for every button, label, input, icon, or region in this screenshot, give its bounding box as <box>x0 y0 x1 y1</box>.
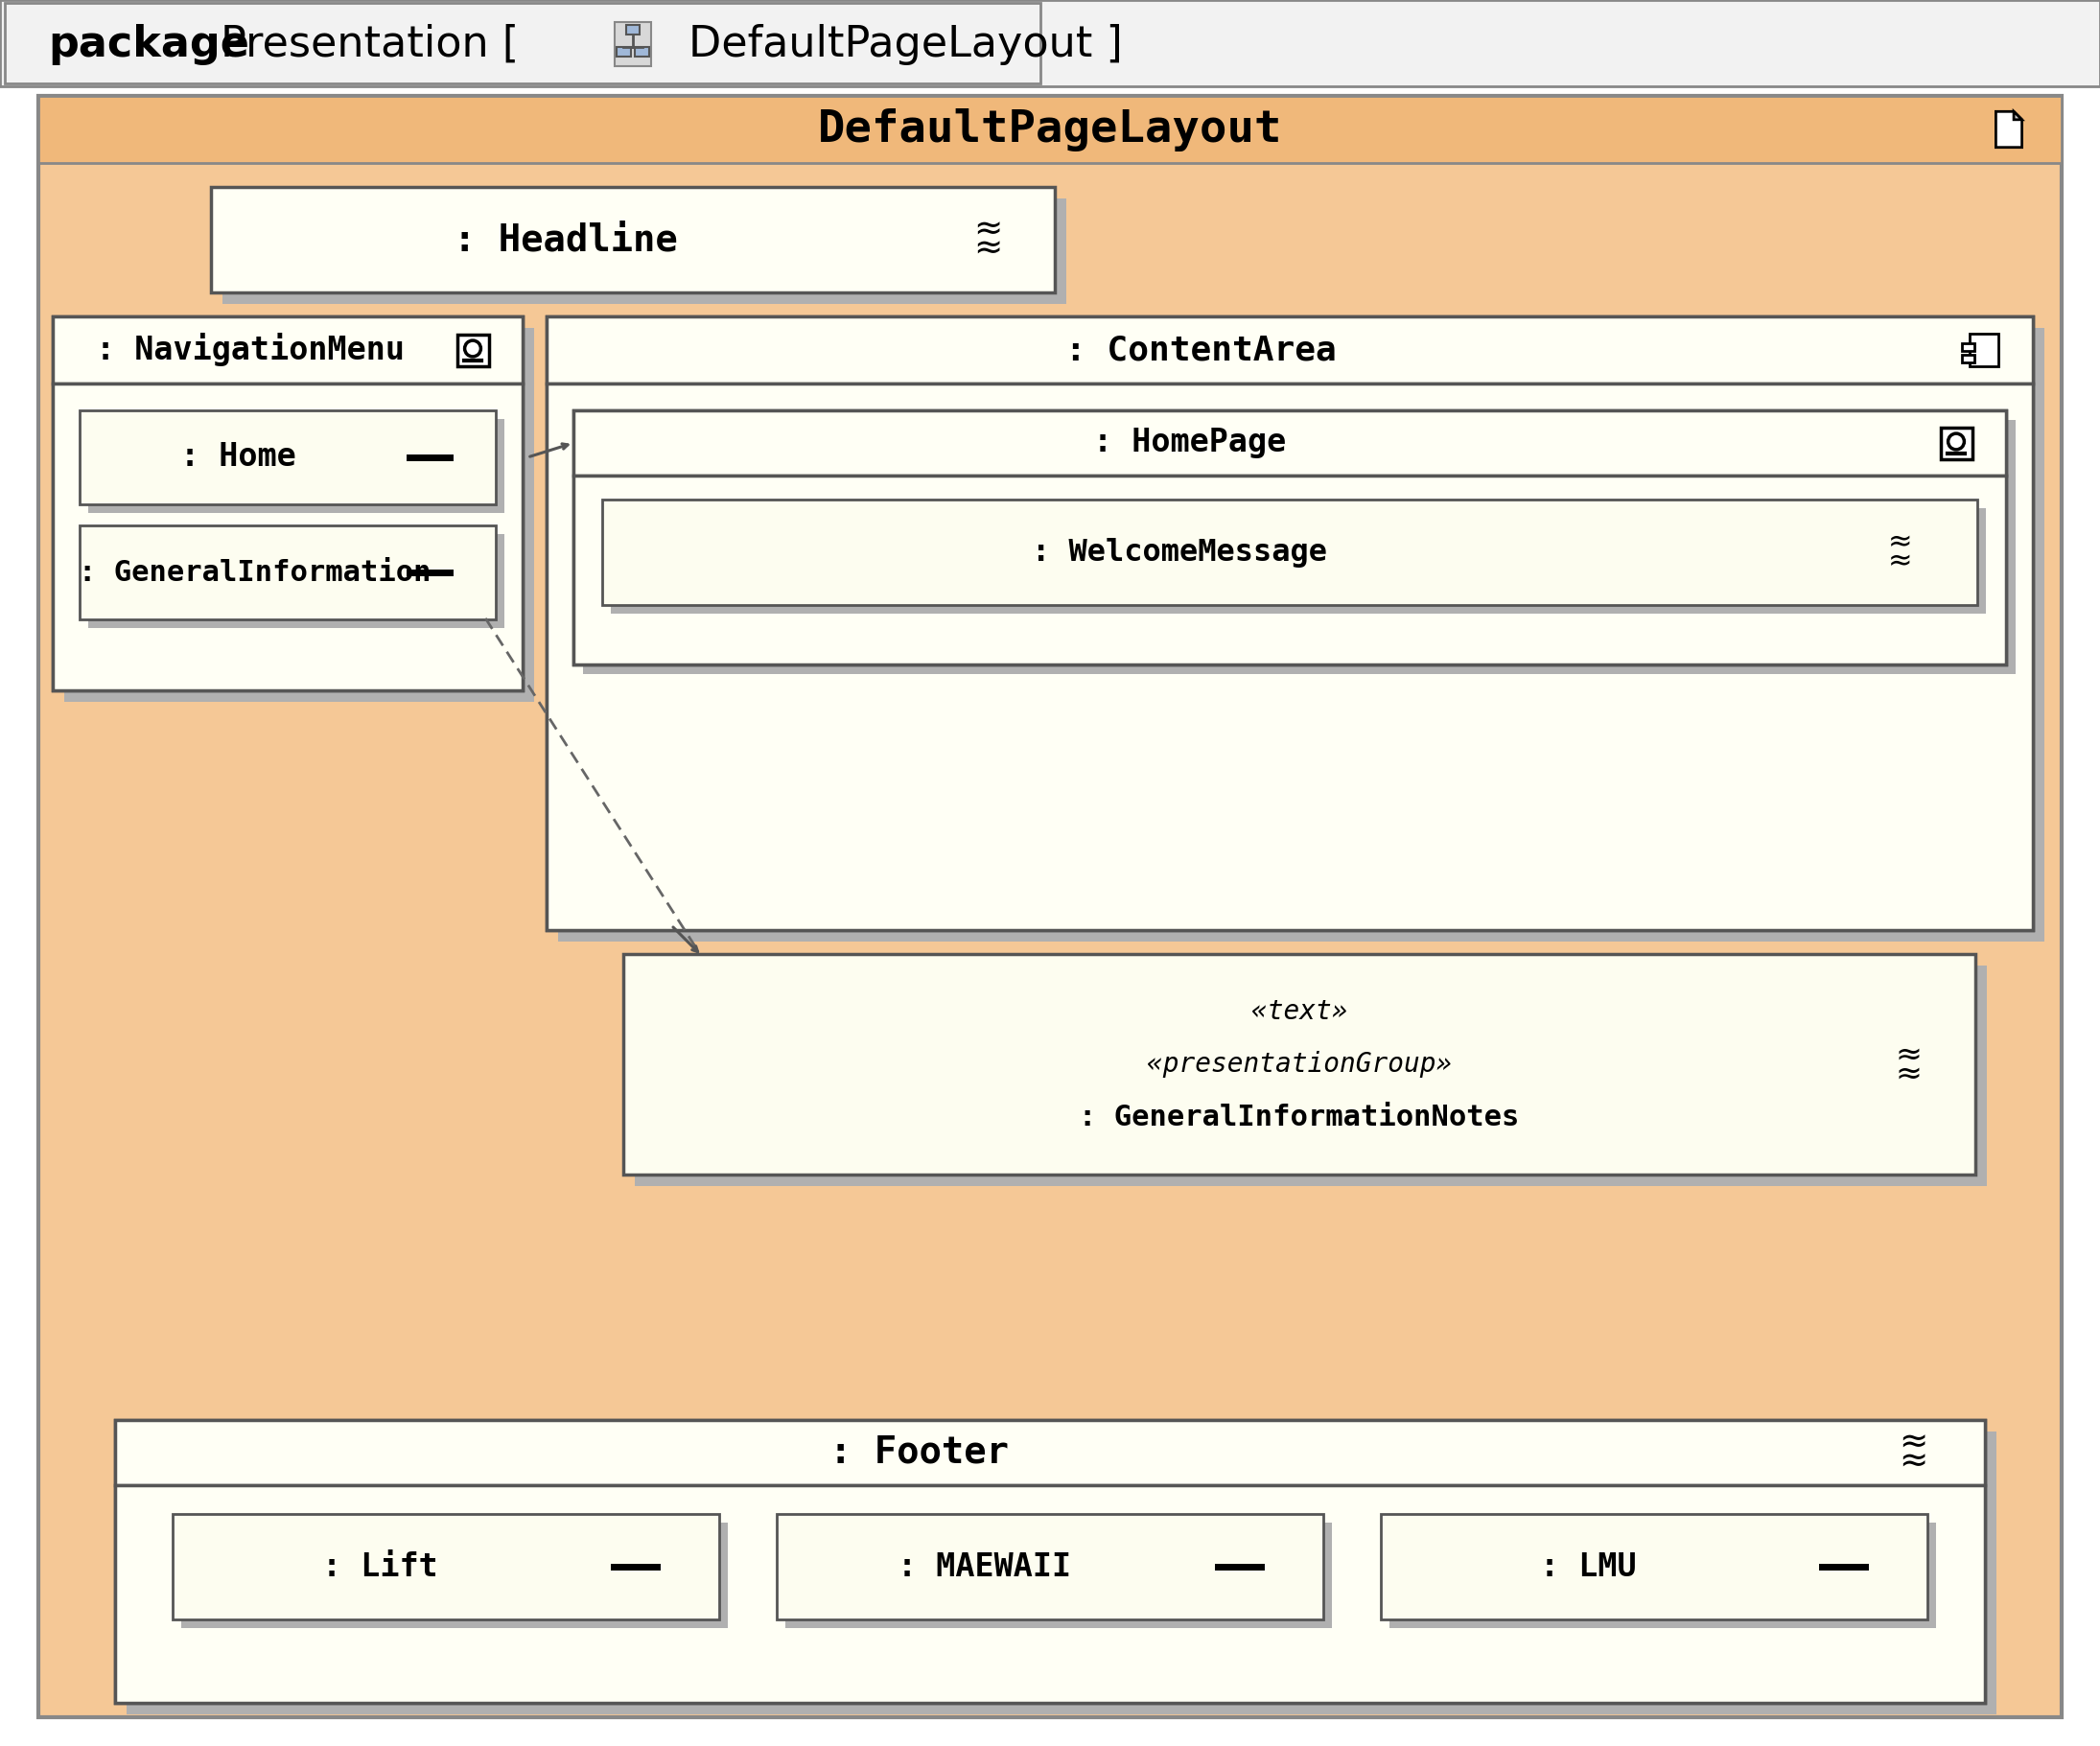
Text: : LMU: : LMU <box>1539 1550 1636 1582</box>
Text: : Lift: : Lift <box>323 1550 439 1582</box>
Bar <box>634 47 649 56</box>
Text: DefaultPageLayout ]: DefaultPageLayout ] <box>689 23 1124 65</box>
Bar <box>38 96 2062 162</box>
Bar <box>1390 1523 1936 1627</box>
Bar <box>52 316 523 690</box>
Bar <box>116 1486 1984 1702</box>
Bar <box>546 384 2033 931</box>
Bar <box>458 333 489 367</box>
Bar <box>210 187 1054 292</box>
Bar <box>1961 342 1974 351</box>
Bar <box>617 47 630 56</box>
Text: DefaultPageLayout: DefaultPageLayout <box>817 108 1283 150</box>
Bar <box>1382 1514 1928 1620</box>
Bar <box>624 953 1976 1175</box>
Text: ≈: ≈ <box>1898 1426 1928 1460</box>
Bar <box>1940 428 1972 459</box>
Bar <box>573 410 2005 475</box>
Text: : GeneralInformationNotes: : GeneralInformationNotes <box>1079 1103 1520 1131</box>
Bar <box>1970 333 1999 367</box>
Bar <box>573 410 2005 665</box>
Text: ≈: ≈ <box>1888 548 1913 576</box>
Text: : WelcomeMessage: : WelcomeMessage <box>1031 538 1327 567</box>
Bar <box>116 1419 1984 1486</box>
Bar <box>223 199 1067 304</box>
Text: : Headline: : Headline <box>454 222 678 258</box>
Text: ≈: ≈ <box>1894 1058 1922 1090</box>
Bar <box>1961 354 1974 363</box>
Text: package: package <box>48 23 250 65</box>
Bar <box>584 421 2016 674</box>
Text: : HomePage: : HomePage <box>1092 428 1285 459</box>
Text: ≈: ≈ <box>1888 529 1913 557</box>
Text: Presentation [: Presentation [ <box>220 23 519 65</box>
Bar <box>603 499 1978 606</box>
Text: : MAEWAII: : MAEWAII <box>897 1550 1071 1582</box>
Bar <box>4 3 1040 84</box>
Bar <box>88 534 504 629</box>
Bar <box>65 328 533 702</box>
Text: : Footer: : Footer <box>830 1435 1008 1470</box>
Text: : ContentArea: : ContentArea <box>1065 333 1336 367</box>
Bar <box>777 1514 1323 1620</box>
Bar <box>88 419 504 513</box>
Bar <box>0 0 2100 86</box>
Bar <box>172 1514 718 1620</box>
Bar <box>80 526 496 620</box>
Bar <box>634 966 1987 1186</box>
Bar <box>573 475 2005 665</box>
Polygon shape <box>1995 112 2022 147</box>
Text: ≈: ≈ <box>972 232 1002 265</box>
Text: : Home: : Home <box>181 442 296 473</box>
Polygon shape <box>2014 112 2022 120</box>
Bar <box>559 328 2045 941</box>
Bar <box>181 1523 729 1627</box>
Bar <box>126 1432 1997 1715</box>
Bar <box>116 1419 1984 1702</box>
Bar <box>785 1523 1331 1627</box>
Text: ≈: ≈ <box>1894 1039 1922 1070</box>
Bar <box>546 316 2033 931</box>
Bar <box>52 316 523 384</box>
Text: «presentationGroup»: «presentationGroup» <box>1147 1051 1451 1077</box>
Text: ≈: ≈ <box>972 213 1002 246</box>
Bar <box>52 384 523 690</box>
Bar <box>615 23 651 66</box>
Bar <box>626 24 640 35</box>
Text: : NavigationMenu: : NavigationMenu <box>97 333 405 367</box>
Text: : GeneralInformation: : GeneralInformation <box>78 559 430 587</box>
Text: ≈: ≈ <box>1898 1446 1928 1479</box>
Text: «text»: «text» <box>1252 999 1348 1025</box>
Bar <box>611 508 1987 613</box>
Bar <box>80 410 496 505</box>
Bar <box>546 316 2033 384</box>
